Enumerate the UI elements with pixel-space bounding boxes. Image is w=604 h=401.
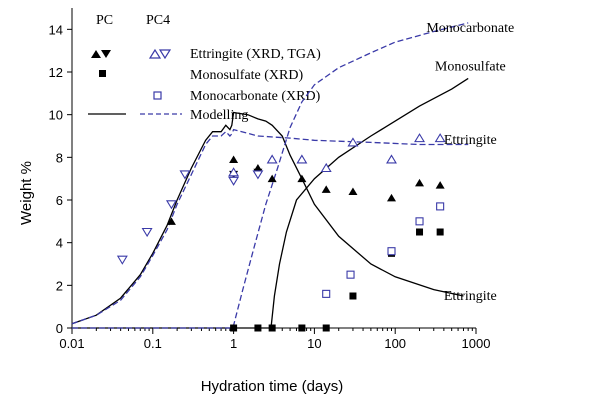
data-point: [254, 324, 262, 332]
data-point: [348, 187, 358, 195]
x-tick-label: 1: [230, 336, 237, 351]
curve-labels: Monocarbonate Monosulfate Ettringite Ettrin…: [426, 21, 514, 304]
data-point: [179, 170, 191, 180]
data-point: [116, 255, 128, 265]
data-point: [267, 174, 277, 183]
data-point: [320, 162, 332, 173]
legend-header-pc: PC: [96, 13, 113, 28]
data-point: [434, 133, 446, 143]
data-point: [347, 137, 359, 147]
y-tick-label: 2: [56, 278, 63, 293]
data-point: [166, 217, 176, 225]
data-point: [298, 324, 306, 332]
data-point: [229, 155, 239, 163]
modelling-curve-monocarbonate-pc4: [72, 22, 469, 329]
legend-pc4-triangle-up-marker: [148, 48, 162, 59]
data-point: [349, 292, 357, 300]
x-tick-label: 0.01: [59, 336, 84, 351]
data-point: [416, 228, 424, 236]
y-tick-label: 12: [49, 65, 63, 80]
data-point: [321, 185, 331, 193]
data-point: [268, 324, 276, 332]
data-point: [322, 289, 331, 298]
x-tick-label: 1000: [462, 336, 491, 351]
data-point: [165, 200, 177, 210]
data-point: [387, 247, 396, 256]
x-axis-label: Hydration time (days): [201, 378, 344, 395]
legend-pc-triangle-down-marker: [101, 50, 111, 58]
y-tick-label: 0: [56, 321, 63, 336]
modelling-curve-ettringite-pc: [71, 111, 464, 325]
x-tick-label: 10: [307, 336, 321, 351]
data-point: [415, 178, 425, 187]
data-point: [230, 324, 238, 332]
data-point: [297, 174, 307, 183]
legend-modelling-label: Modelling: [190, 108, 248, 123]
data-point: [436, 202, 445, 211]
x-tick-label: 100: [384, 336, 406, 351]
data-point: [141, 227, 153, 238]
data-point: [386, 154, 397, 164]
data-point: [387, 193, 397, 202]
y-tick-label: 6: [56, 193, 63, 208]
legend-pc-square-marker: [99, 70, 106, 77]
modelling-curve-ettringite-pc4: [71, 128, 469, 325]
modelling-curves: [71, 22, 469, 329]
data-markers: [116, 133, 446, 332]
data-point: [322, 324, 330, 332]
data-point: [415, 217, 424, 226]
legend-pc4-square-marker: [153, 91, 162, 100]
data-point: [435, 181, 445, 189]
curve-label-monocarbonate: Monocarbonate: [426, 21, 514, 36]
legend-header-pc4: PC4: [146, 13, 170, 28]
data-point: [346, 270, 355, 279]
x-tick-label: 0.1: [144, 336, 162, 351]
y-tick-label: 10: [49, 108, 63, 123]
data-point: [414, 133, 425, 143]
curve-label-monosulfate: Monosulfate: [435, 60, 506, 75]
legend: PC PC4 Ettringite (XRD, TGA) Monosulfate…: [88, 13, 321, 123]
y-tick-label: 4: [56, 236, 63, 251]
y-tick-label: 8: [56, 150, 63, 165]
data-point: [266, 154, 278, 164]
legend-monocarbonate-label: Monocarbonate (XRD): [190, 89, 321, 104]
data-point: [296, 154, 308, 164]
y-axis-label: Weight %: [18, 161, 35, 225]
legend-pc4-triangle-down-marker: [158, 49, 172, 60]
data-point: [436, 228, 444, 236]
data-point: [228, 167, 240, 177]
curve-label-ettringite: Ettringite: [444, 289, 497, 304]
y-tick-label: 14: [49, 22, 63, 37]
modelling-curve-monosulfate-pc: [72, 77, 469, 329]
data-point: [228, 176, 240, 186]
curve-label-ettringite: Ettringite: [444, 133, 497, 148]
data-point: [252, 170, 264, 180]
legend-monosulfate-label: Monosulfate (XRD): [190, 68, 303, 83]
legend-ettringite-label: Ettringite (XRD, TGA): [190, 47, 321, 62]
legend-pc-triangle-up-marker: [91, 50, 101, 58]
